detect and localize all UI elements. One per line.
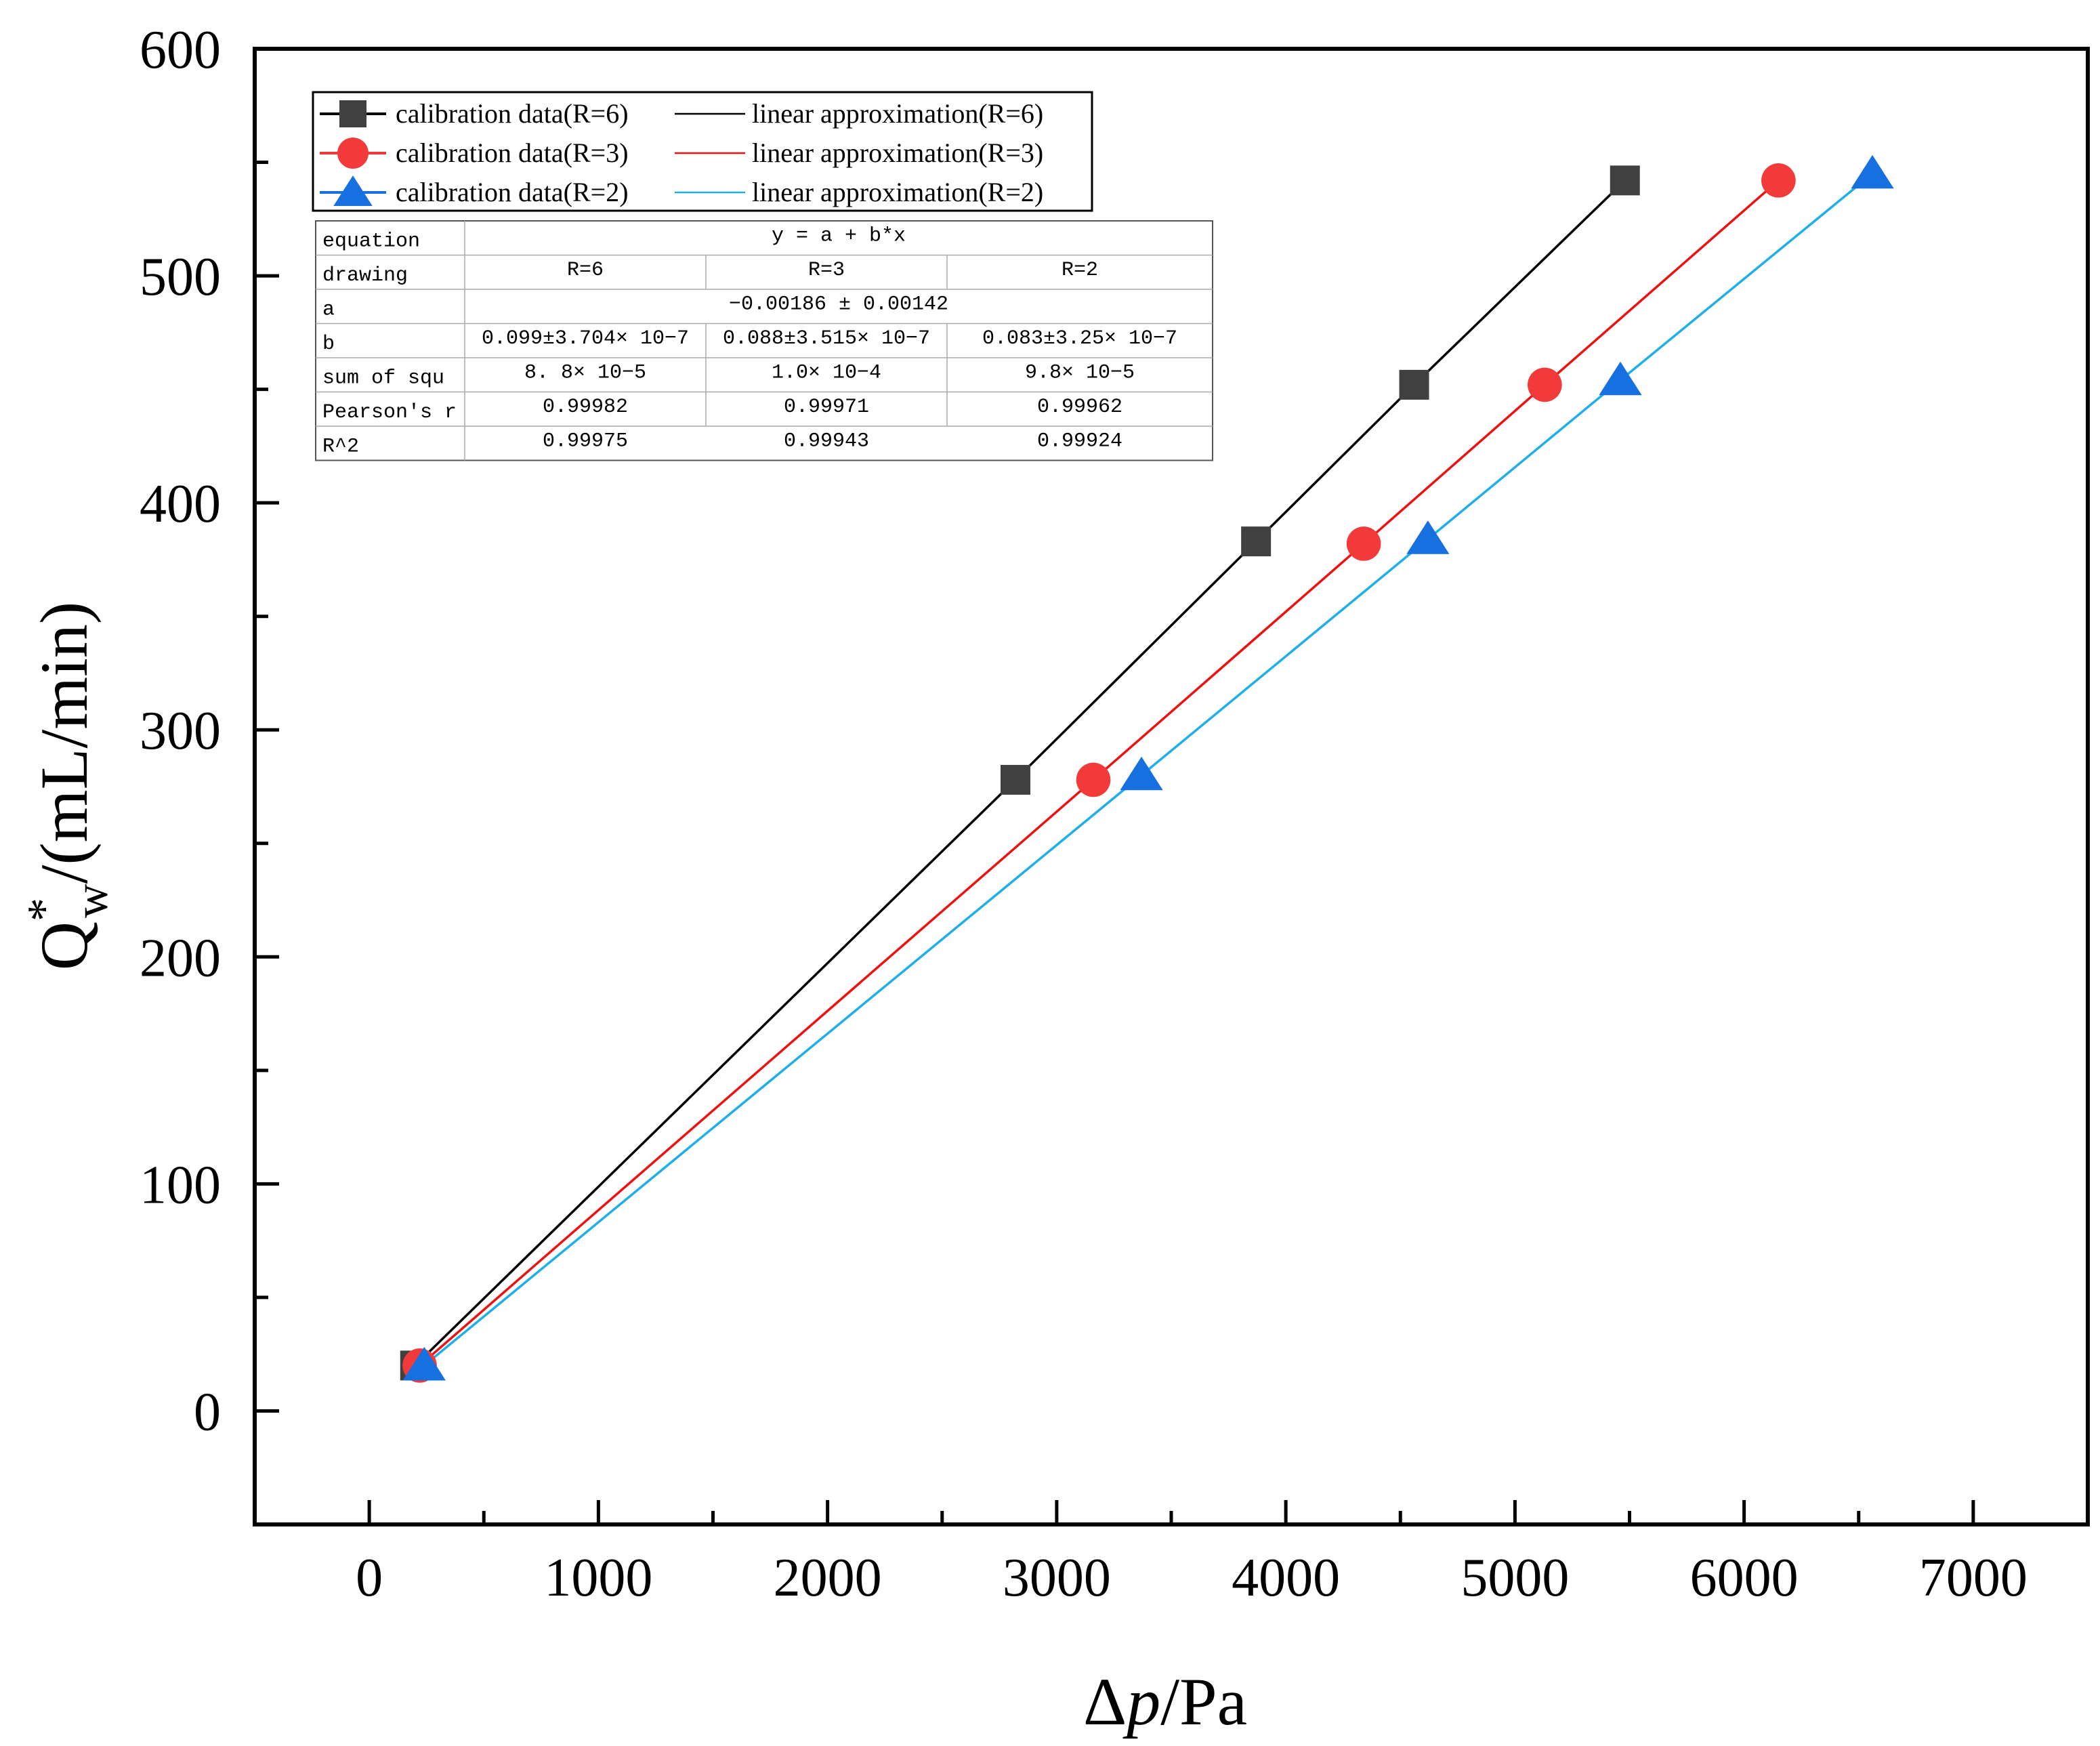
table-cell: 0.088±3.515× 10−7 (723, 327, 930, 350)
legend-fit-label: linear approximation(R=2) (752, 177, 1043, 207)
y-tick-label: 300 (140, 701, 221, 761)
data-point-triangle (1120, 756, 1163, 791)
table-label: b (322, 333, 335, 356)
legend-label: calibration data(R=6) (396, 98, 629, 129)
x-tick-label: 0 (356, 1548, 383, 1608)
data-point-triangle (402, 1346, 446, 1381)
x-tick-label: 3000 (1003, 1548, 1111, 1608)
data-point-square (1610, 165, 1640, 196)
table-equation: y = a + b*x (772, 224, 906, 247)
x-tick-label: 5000 (1461, 1548, 1569, 1608)
data-point-triangle (1599, 361, 1642, 396)
x-axis-ticks: 0 1000 2000 3000 4000 5000 6000 7000 (356, 1500, 2028, 1608)
table-label: R^2 (322, 435, 359, 458)
table-cell: R=3 (808, 259, 845, 282)
fit-statistics-table: equation y = a + b*x drawing R=6 R=3 R=2 a −0.0… (315, 220, 1213, 461)
y-tick-label: 600 (140, 20, 221, 80)
data-point-circle (1761, 163, 1796, 198)
table-cell: 0.99975 (543, 430, 628, 453)
y-axis-title: Q*w/(mL/min) (18, 602, 118, 970)
table-cell: 0.099±3.704× 10−7 (482, 327, 689, 350)
legend-fit-label: linear approximation(R=6) (752, 98, 1043, 129)
x-axis-title: Δp/Pa (1083, 1664, 1247, 1739)
legend-box (312, 91, 1093, 212)
data-point-square (339, 100, 366, 127)
x-tick-label: 7000 (1919, 1548, 2028, 1608)
x-tick-label: 1000 (544, 1548, 652, 1608)
y-tick-label: 0 (194, 1382, 221, 1442)
table-label: equation (322, 230, 420, 253)
data-point-circle (1076, 762, 1111, 797)
table-cell: 0.083±3.25× 10−7 (982, 327, 1177, 350)
table-cell: 0.99982 (543, 396, 628, 419)
data-markers (400, 154, 1894, 1383)
data-point-triangle (333, 175, 373, 206)
table-cell: 8. 8× 10−5 (524, 361, 646, 384)
x-tick-label: 2000 (774, 1548, 882, 1608)
data-point-triangle (1406, 520, 1450, 554)
table-cell: 9.8× 10−5 (1025, 361, 1135, 384)
y-tick-label: 100 (140, 1155, 221, 1215)
data-point-circle (1346, 526, 1381, 561)
x-tick-label: 4000 (1232, 1548, 1340, 1608)
legend-label: calibration data(R=3) (396, 138, 629, 168)
table-cell: −0.00186 ± 0.00142 (729, 293, 948, 316)
y-tick-label: 500 (140, 247, 221, 307)
data-point-circle (1528, 367, 1562, 402)
table-label: drawing (322, 264, 408, 287)
table-cell: 0.99924 (1037, 430, 1122, 453)
table-cell: R=6 (567, 259, 604, 282)
table-cell: 0.99962 (1037, 396, 1122, 419)
y-tick-label: 400 (140, 474, 221, 534)
x-tick-label: 6000 (1690, 1548, 1799, 1608)
table-cell: 1.0× 10−4 (772, 361, 881, 384)
y-tick-label: 200 (140, 928, 221, 988)
table-cell: 0.99943 (784, 430, 869, 453)
legend-label: calibration data(R=2) (396, 177, 629, 207)
data-point-square (1241, 526, 1272, 557)
data-point-circle (337, 138, 369, 169)
y-axis-ticks: 0 100 200 300 400 500 600 (140, 20, 279, 1526)
table-label: Pearson's r (322, 401, 457, 424)
data-point-square (1399, 369, 1429, 400)
table-cell: 0.99971 (784, 396, 869, 419)
table-cell: R=2 (1062, 259, 1098, 282)
data-point-triangle (1851, 154, 1894, 189)
table-label: sum of squ (322, 367, 444, 390)
data-point-square (1000, 764, 1030, 795)
legend-fit-label: linear approximation(R=3) (752, 138, 1043, 168)
table-label: a (322, 298, 335, 321)
legend: calibration data(R=6) linear approximatio… (312, 91, 1093, 212)
